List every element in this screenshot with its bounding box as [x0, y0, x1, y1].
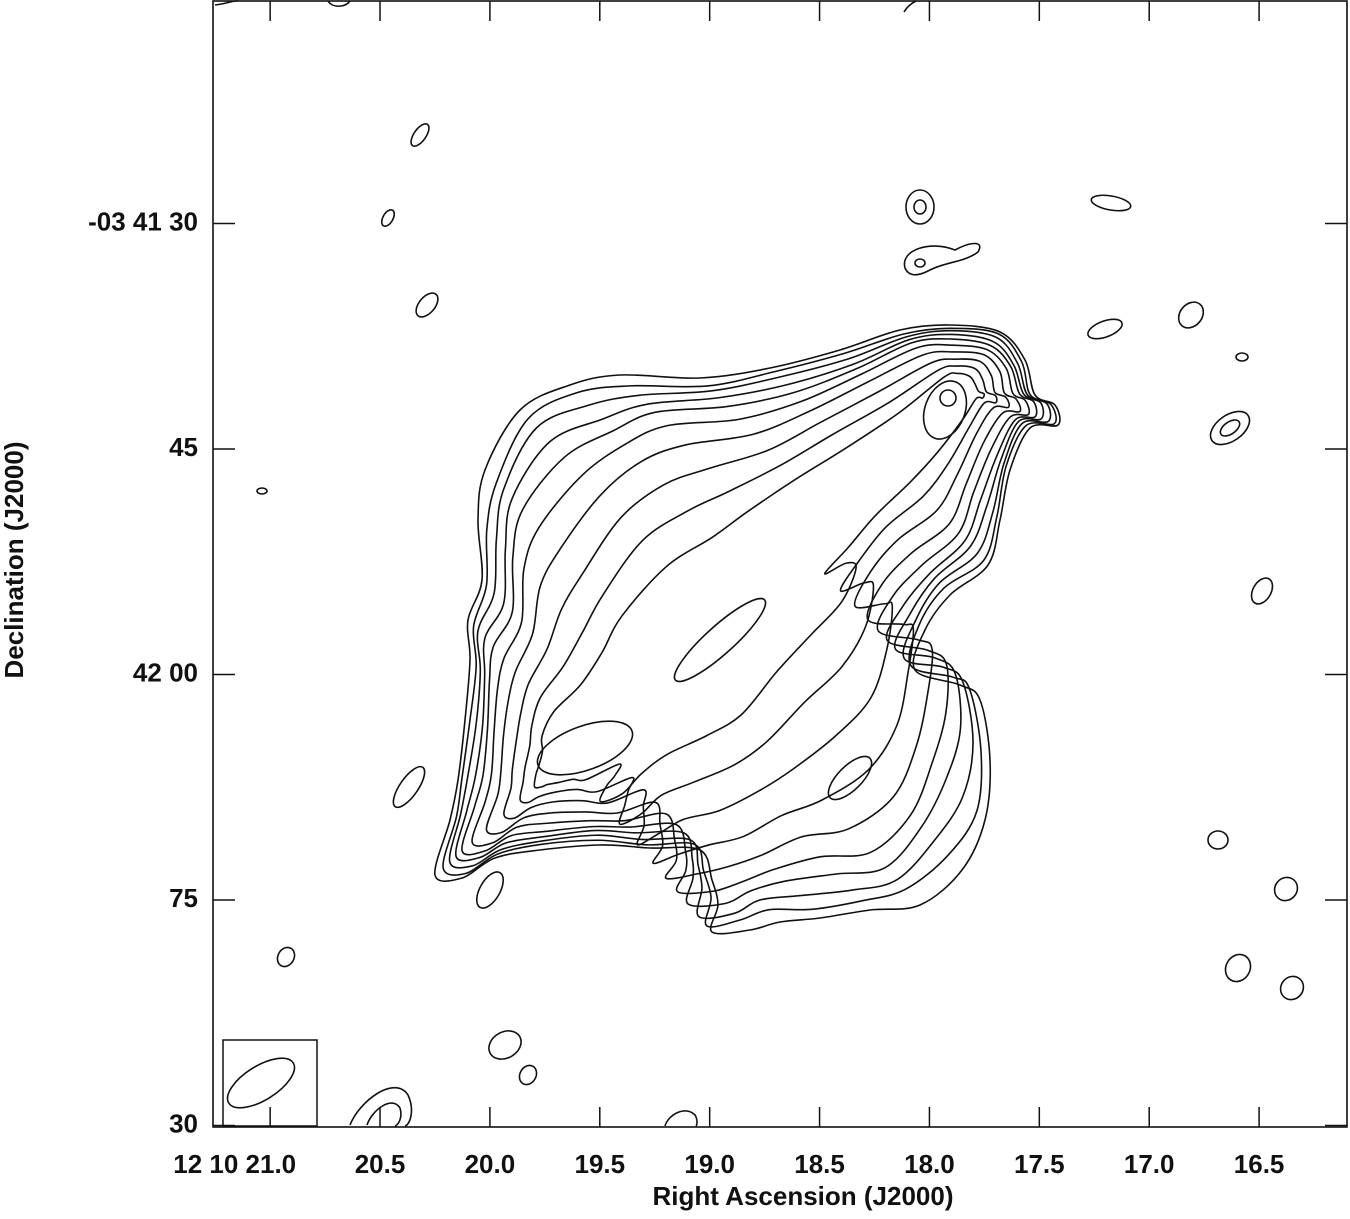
contour [214, 0, 239, 6]
contour [410, 123, 430, 147]
plot-frame [212, 0, 1348, 1128]
x-tick-label: 18.0 [904, 1149, 955, 1179]
x-tick-label: 18.5 [794, 1149, 845, 1179]
contour [1209, 410, 1251, 446]
x-tick-label: 20.0 [465, 1149, 516, 1179]
x-tick-label: 17.5 [1014, 1149, 1065, 1179]
x-axis-label: Right Ascension (J2000) [652, 1181, 953, 1211]
contour [503, 358, 1011, 846]
source-contours [434, 324, 1061, 935]
contour [1219, 419, 1241, 437]
contour [1273, 876, 1299, 902]
contour [488, 1030, 522, 1060]
contour [256, 487, 268, 495]
contour [1250, 577, 1274, 605]
contour [914, 258, 926, 268]
contour [276, 946, 296, 968]
contour [1235, 352, 1249, 362]
contour [454, 333, 1045, 908]
contour [448, 329, 1052, 920]
contour [366, 1102, 402, 1127]
contour [1207, 830, 1229, 850]
contour [349, 1087, 413, 1127]
contour [518, 1064, 538, 1086]
contour [442, 327, 1057, 928]
small-contours [214, 0, 1305, 1127]
contour [536, 720, 634, 776]
contour [485, 350, 1022, 865]
beam-ellipse [226, 1057, 296, 1109]
contour [533, 372, 986, 803]
contour [673, 597, 767, 683]
y-tick-label: 30 [169, 1108, 198, 1138]
contour [1177, 301, 1205, 329]
contour [415, 292, 439, 318]
y-tick-label: 42 00 [133, 657, 198, 687]
contour [939, 389, 957, 407]
contour [1279, 975, 1305, 1001]
x-tick-label: 19.0 [684, 1149, 735, 1179]
contour [461, 337, 1038, 895]
contour [1090, 194, 1132, 212]
contour [1224, 953, 1252, 983]
y-tick-label: 45 [169, 432, 198, 462]
x-tick-label: 20.5 [355, 1149, 406, 1179]
contour [434, 324, 1061, 935]
contour [922, 380, 968, 440]
y-axis-label: Declination (J2000) [0, 442, 29, 679]
contour [475, 871, 505, 909]
x-tick-label: 12 10 21.0 [173, 1149, 296, 1179]
x-tick-label: 19.5 [574, 1149, 625, 1179]
contour [327, 0, 351, 8]
x-tick-label: 17.0 [1124, 1149, 1175, 1179]
contour [664, 1110, 698, 1127]
contour [903, 0, 917, 13]
y-tick-label: -03 41 30 [88, 206, 198, 236]
x-tick-label: 16.5 [1234, 1149, 1285, 1179]
contour [913, 199, 927, 215]
contour [827, 755, 873, 801]
contour [1087, 318, 1123, 340]
contour [903, 242, 981, 276]
contour [519, 365, 998, 826]
y-tick-label: 75 [169, 883, 198, 913]
contour [905, 189, 935, 225]
contour [392, 765, 426, 809]
contour [471, 343, 1031, 880]
contour [380, 209, 396, 227]
